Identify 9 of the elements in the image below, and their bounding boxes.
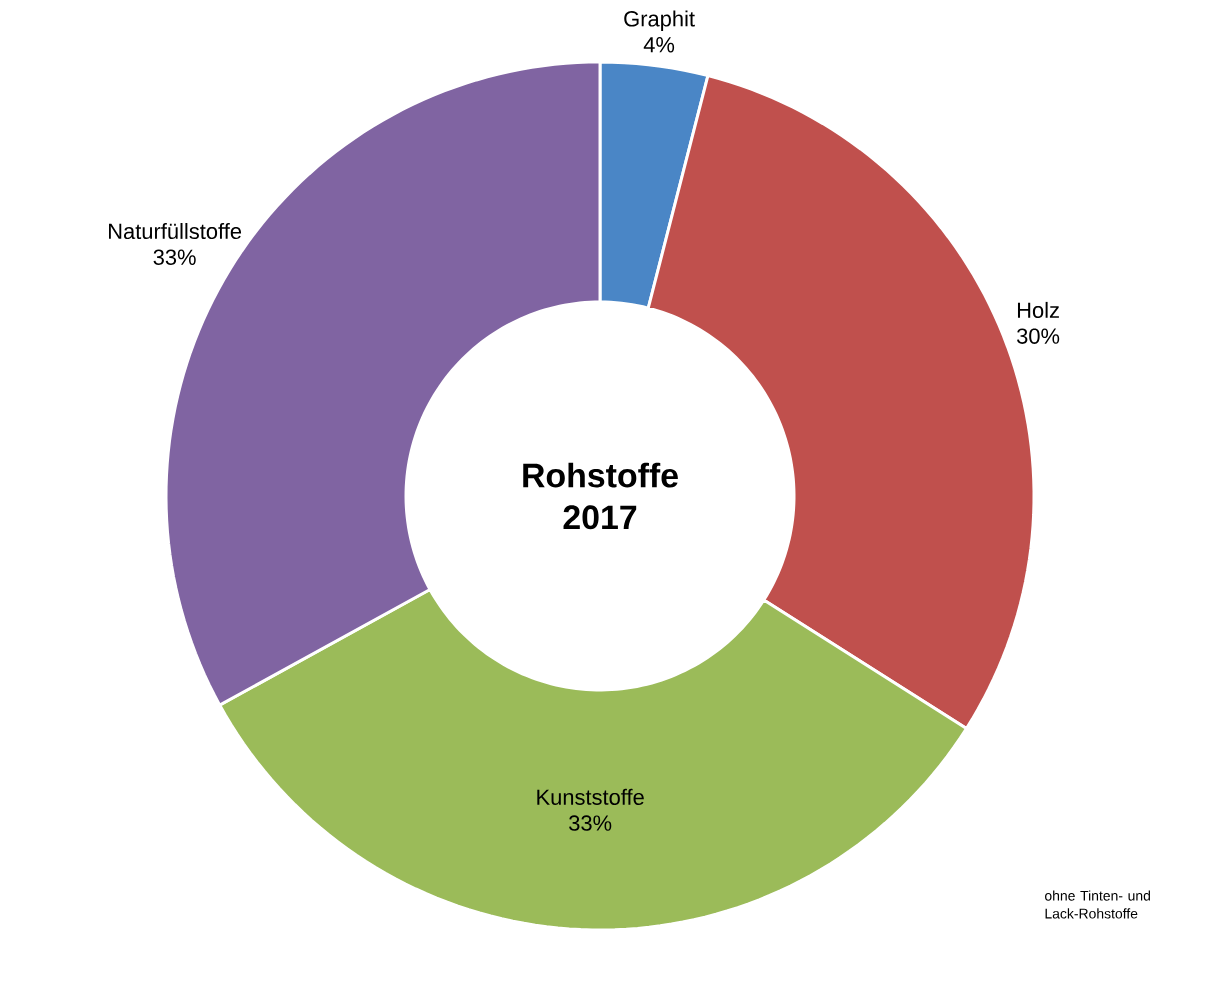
slice-label: Holz — [1017, 301, 1059, 318]
data-label: 33% — [569, 815, 612, 831]
data-label: 4% — [643, 37, 675, 53]
slice-label: Graphit — [624, 10, 695, 31]
text: Rohstoffe 2017 — [523, 462, 678, 530]
data-label: 30% — [1017, 328, 1060, 344]
slice-label: Kunststoffe — [537, 788, 644, 805]
slice-label: Naturfüllstoffe — [109, 222, 242, 240]
data-label: 33% — [153, 249, 196, 265]
